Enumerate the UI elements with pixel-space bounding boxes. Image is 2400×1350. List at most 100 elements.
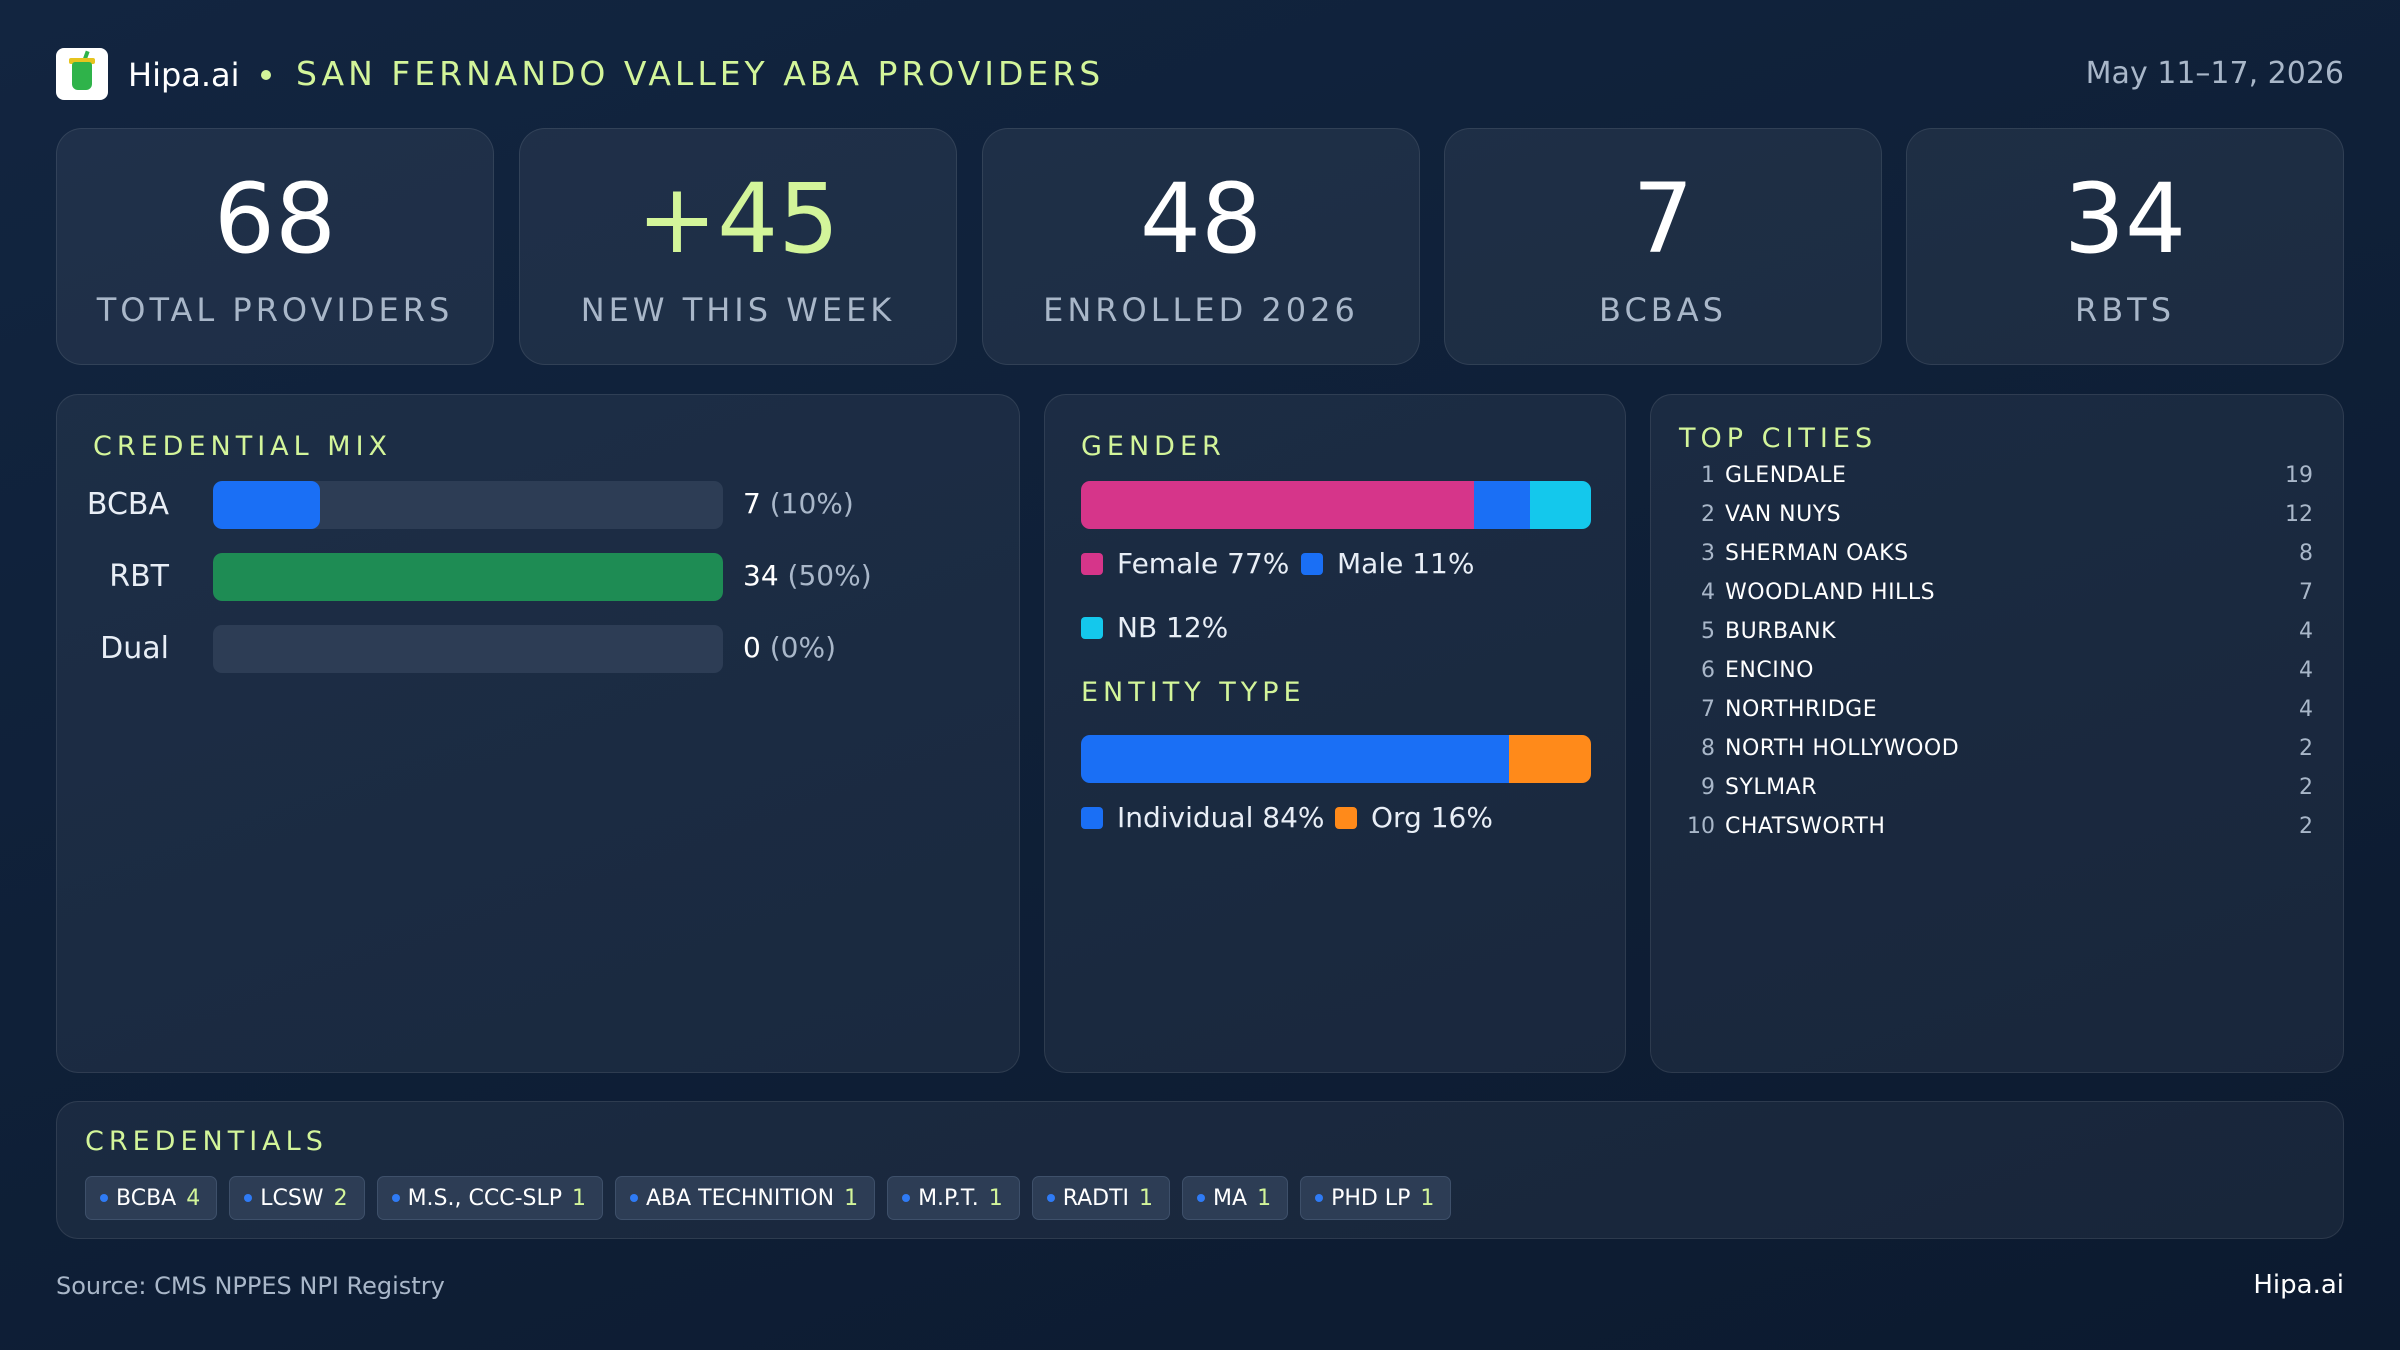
credential-mix-value: 0 (0%) [743, 631, 836, 664]
credential-mix-label: Dual [100, 631, 169, 666]
chip-dot-icon [100, 1194, 108, 1202]
city-rank: 4 [1701, 580, 1715, 605]
legend-label: Org 16% [1371, 801, 1493, 834]
city-row: 7 NORTHRIDGE 4 [1651, 697, 2341, 736]
chip-dot-icon [1315, 1194, 1324, 1202]
city-row: 8 NORTH HOLLYWOOD 2 [1651, 736, 2341, 775]
org-swatch [1335, 807, 1357, 829]
title-separator-dot [261, 70, 271, 80]
date-range: May 11–17, 2026 [2085, 56, 2344, 91]
credential-mix-panel: CREDENTIAL MIX BCBA 7 (10%) RBT 34 (50%)… [56, 394, 1020, 1073]
city-count: 4 [2299, 697, 2313, 722]
city-count: 12 [2285, 502, 2313, 527]
credential-chip[interactable]: LCSW 2 [229, 1176, 365, 1220]
chip-dot-icon [902, 1194, 911, 1202]
credential-mix-percent: (50%) [787, 559, 872, 592]
bar-rbt [213, 553, 723, 601]
legend-label: NB 12% [1117, 611, 1229, 644]
footer-brand: Hipa.ai [2253, 1270, 2344, 1300]
chip-count: 1 [1420, 1185, 1435, 1211]
credential-mix-value: 34 (50%) [743, 559, 872, 592]
credential-chip[interactable]: MA 1 [1182, 1176, 1289, 1220]
entity-type-title: ENTITY TYPE [1081, 677, 1306, 708]
city-name: CHATSWORTH [1725, 814, 1886, 839]
gender-segment-nb [1529, 481, 1591, 529]
credential-chip[interactable]: M.P.T. 1 [887, 1176, 1020, 1220]
credential-mix-row-rbt: RBT 34 (50%) [57, 553, 997, 601]
city-name: GLENDALE [1725, 463, 1847, 488]
demographics-panel: GENDER Female 77% Male 11% NB 12% ENTITY… [1044, 394, 1626, 1073]
credential-mix-count: 0 [743, 631, 761, 664]
entity-segment-individual [1081, 735, 1510, 783]
city-rank: 1 [1701, 463, 1715, 488]
gender-stacked-bar [1081, 481, 1591, 529]
city-count: 4 [2299, 619, 2313, 644]
legend-org: Org 16% [1335, 801, 1493, 834]
legend-label: Individual 84% [1117, 801, 1325, 834]
chip-label: M.P.T. [918, 1185, 979, 1211]
chip-count: 2 [333, 1185, 348, 1211]
city-row: 10 CHATSWORTH 2 [1651, 814, 2341, 853]
city-row: 4 WOODLAND HILLS 7 [1651, 580, 2341, 619]
city-rank: 7 [1701, 697, 1715, 722]
chip-dot-icon [1197, 1194, 1206, 1202]
chip-count: 1 [844, 1185, 859, 1211]
credential-mix-percent: (0%) [769, 631, 837, 664]
chip-dot-icon [244, 1194, 253, 1202]
credential-mix-label: BCBA [86, 487, 169, 522]
chip-label: RADTI [1062, 1185, 1130, 1211]
credential-mix-row-dual: Dual 0 (0%) [57, 625, 997, 673]
chip-label: LCSW [260, 1185, 324, 1211]
credential-chip[interactable]: PHD LP 1 [1300, 1176, 1452, 1220]
chip-label: BCBA [116, 1185, 177, 1211]
city-name: ENCINO [1725, 658, 1814, 683]
city-rank: 8 [1701, 736, 1715, 761]
city-row: 5 BURBANK 4 [1651, 619, 2341, 658]
gender-title: GENDER [1081, 431, 1226, 462]
entity-type-stacked-bar [1081, 735, 1591, 783]
legend-individual: Individual 84% [1081, 801, 1325, 834]
stat-label: NEW THIS WEEK [580, 291, 896, 329]
nb-swatch [1081, 617, 1103, 639]
city-rank: 2 [1701, 502, 1715, 527]
city-name: SHERMAN OAKS [1725, 541, 1909, 566]
gender-segment-female [1081, 481, 1474, 529]
city-row: 3 SHERMAN OAKS 8 [1651, 541, 2341, 580]
entity-segment-org [1509, 735, 1591, 783]
credential-chip[interactable]: M.S., CCC-SLP 1 [376, 1176, 603, 1220]
bar-bcba [213, 481, 321, 529]
chip-dot-icon [391, 1194, 400, 1202]
credential-chip[interactable]: BCBA 4 [85, 1176, 218, 1220]
chip-count: 1 [1257, 1185, 1272, 1211]
city-count: 2 [2299, 775, 2313, 800]
stat-label: RBTS [2074, 291, 2176, 329]
city-row: 1 GLENDALE 19 [1651, 463, 2341, 502]
city-count: 2 [2299, 736, 2313, 761]
stat-card-enrolled-2026: 48 ENROLLED 2026 [982, 128, 1420, 365]
city-rank: 10 [1687, 814, 1715, 839]
credential-mix-track [213, 553, 723, 601]
city-count: 8 [2299, 541, 2313, 566]
city-name: NORTHRIDGE [1725, 697, 1878, 722]
credential-chip[interactable]: RADTI 1 [1031, 1176, 1171, 1220]
credential-mix-title: CREDENTIAL MIX [93, 431, 393, 462]
footer-source: Source: CMS NPPES NPI Registry [56, 1272, 445, 1300]
chip-label: M.S., CCC-SLP [407, 1185, 562, 1211]
credential-mix-track [213, 481, 723, 529]
chip-count: 1 [988, 1185, 1003, 1211]
credential-mix-label: RBT [109, 559, 169, 594]
top-cities-panel: TOP CITIES 1 GLENDALE 19 2 VAN NUYS 12 3 SHERMA… [1650, 394, 2344, 1073]
stat-card-bcbas: 7 BCBAS [1444, 128, 1882, 365]
city-rank: 9 [1701, 775, 1715, 800]
chip-dot-icon [630, 1194, 638, 1202]
chip-label: ABA TECHNITION [646, 1185, 835, 1211]
credential-mix-track [213, 625, 723, 673]
chip-dot-icon [1046, 1194, 1055, 1202]
stat-label: BCBAS [1599, 291, 1727, 329]
stat-label: TOTAL PROVIDERS [96, 291, 454, 329]
credential-chip[interactable]: ABA TECHNITION 1 [615, 1176, 876, 1220]
city-rank: 3 [1701, 541, 1715, 566]
city-row: 9 SYLMAR 2 [1651, 775, 2341, 814]
individual-swatch [1081, 807, 1103, 829]
chip-count: 1 [572, 1185, 586, 1211]
